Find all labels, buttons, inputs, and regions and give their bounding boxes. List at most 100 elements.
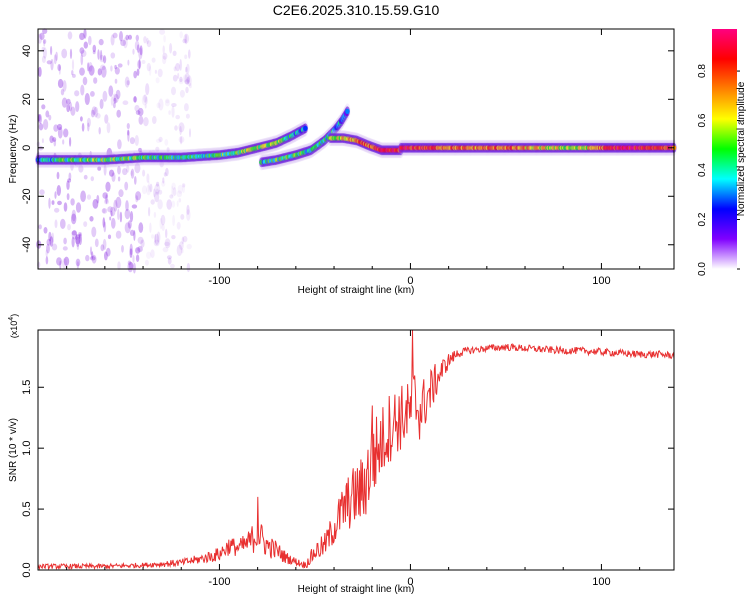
- noise-blob: [45, 110, 50, 118]
- noise-blob: [90, 256, 96, 261]
- noise-blob: [54, 219, 58, 229]
- noise-blob: [38, 123, 44, 131]
- noise-blob: [146, 62, 151, 72]
- noise-blob: [124, 222, 131, 234]
- noise-blob: [179, 31, 183, 39]
- noise-blob: [130, 168, 135, 179]
- noise-blob: [75, 202, 82, 213]
- noise-blob: [38, 224, 42, 230]
- noise-blob: [110, 52, 116, 59]
- noise-blob: [164, 238, 171, 249]
- noise-blob: [89, 216, 94, 222]
- noise-blob: [99, 54, 105, 63]
- noise-blob: [48, 231, 52, 242]
- noise-blob: [56, 185, 61, 196]
- noise-blob: [129, 137, 135, 145]
- noise-blob: [96, 194, 100, 204]
- spectrogram-ytick-label: -40: [21, 237, 33, 253]
- spectrogram-ytick-label: 20: [21, 93, 33, 105]
- noise-blob: [124, 76, 130, 88]
- noise-blob: [188, 49, 191, 59]
- noise-blob: [95, 113, 101, 119]
- noise-blob: [162, 246, 169, 253]
- noise-blob: [50, 45, 53, 56]
- noise-blob: [62, 128, 69, 138]
- noise-blob: [127, 261, 134, 273]
- snr-multiplier: (x104): [8, 314, 19, 338]
- noise-blob: [68, 172, 72, 181]
- snr-frame: [37, 329, 675, 571]
- spectrogram-panel: -100 0 100 -40 -20 0 20 40 Height of straight l…: [8, 28, 677, 296]
- noise-blob: [87, 62, 90, 72]
- noise-blob: [79, 47, 85, 54]
- noise-blob: [171, 103, 177, 107]
- noise-blob: [69, 137, 72, 147]
- noise-blob: [152, 116, 157, 124]
- noise-blob: [90, 109, 95, 118]
- noise-blob: [127, 59, 130, 66]
- noise-blob: [148, 206, 151, 217]
- snr-xtick-label: 100: [592, 576, 610, 588]
- noise-blob: [75, 258, 81, 267]
- noise-blob: [61, 97, 68, 108]
- noise-blob: [146, 184, 151, 196]
- noise-blob: [175, 114, 180, 120]
- noise-blob: [53, 124, 59, 132]
- noise-blob: [148, 65, 152, 76]
- noise-blob: [151, 234, 155, 239]
- noise-blob: [106, 247, 111, 257]
- noise-blob: [186, 262, 191, 273]
- noise-blob: [80, 84, 85, 96]
- noise-blob: [172, 187, 177, 197]
- noise-blob: [76, 236, 80, 247]
- noise-blob: [43, 227, 48, 234]
- noise-blob: [88, 65, 95, 76]
- noise-blob: [100, 244, 105, 252]
- noise-blob: [130, 170, 133, 176]
- noise-blob: [186, 77, 190, 83]
- noise-blob: [71, 59, 75, 71]
- colorbar-tick-label: 0.2: [697, 212, 708, 226]
- snr-axes: -100 0 100 0.0 0.5 1.0 1.5: [21, 330, 674, 588]
- noise-blob: [184, 54, 188, 60]
- noise-blob: [124, 208, 131, 220]
- noise-blob: [84, 93, 90, 105]
- colorbar-label: Normalized spectral amplitude: [736, 81, 747, 216]
- noise-blob: [161, 224, 165, 231]
- noise-blob: [97, 68, 102, 76]
- noise-blob: [143, 117, 149, 127]
- noise-blob: [126, 165, 130, 173]
- noise-blob: [119, 211, 123, 223]
- noise-blob: [132, 48, 135, 55]
- noise-blob: [110, 96, 114, 106]
- noise-blob: [153, 211, 157, 218]
- noise-blob: [115, 196, 122, 209]
- noise-blob: [41, 55, 46, 64]
- noise-blob: [133, 96, 137, 103]
- spectrogram-frame: [37, 28, 675, 270]
- figure-title: C2E6.2025.310.15.59.G10: [273, 2, 440, 18]
- noise-blob: [185, 86, 189, 94]
- noise-blob: [132, 255, 135, 263]
- noise-blob: [150, 199, 155, 205]
- noise-blob: [42, 39, 47, 44]
- noise-blob: [181, 248, 184, 254]
- snr-xtick-label: 0: [407, 576, 413, 588]
- noise-blob: [112, 93, 116, 102]
- noise-blob: [51, 243, 58, 251]
- noise-blob: [154, 69, 157, 74]
- snr-ytick-label: 0.0: [21, 562, 33, 577]
- noise-blob: [141, 60, 146, 64]
- noise-blob: [88, 62, 93, 72]
- noise-blob: [121, 245, 124, 253]
- noise-blob: [105, 181, 111, 192]
- noise-blob: [155, 188, 160, 196]
- spectrogram-xtick-label: -100: [208, 275, 230, 287]
- noise-blob: [166, 147, 170, 152]
- noise-blob: [179, 59, 182, 71]
- noise-blob: [57, 200, 62, 206]
- noise-blob: [60, 218, 66, 229]
- noise-blob: [91, 254, 97, 264]
- noise-blob: [93, 106, 99, 118]
- spectrogram-axes: -100 0 100 -40 -20 0 20 40: [21, 29, 674, 287]
